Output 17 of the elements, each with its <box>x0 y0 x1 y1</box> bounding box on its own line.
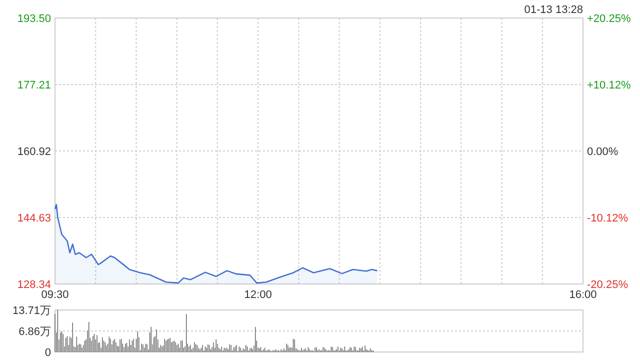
y-tick-label: 193.50 <box>17 13 51 25</box>
y-tick-label: 160.92 <box>17 146 51 158</box>
y2-tick-label: 0.00% <box>587 146 618 158</box>
x-tick-label: 12:00 <box>244 289 272 301</box>
x-tick-label: 16:00 <box>569 289 597 301</box>
y-tick-label: 6.86万 <box>18 326 51 338</box>
y2-tick-label: -10.12% <box>587 212 628 224</box>
y-tick-label: 13.71万 <box>12 305 51 317</box>
y-tick-label: 177.21 <box>17 80 51 92</box>
y2-tick-label: +20.25% <box>587 13 631 25</box>
y-tick-label: 144.63 <box>17 212 51 224</box>
y-tick-label: 0 <box>44 347 51 359</box>
y2-tick-label: +10.12% <box>587 80 631 92</box>
y2-tick-label: -20.25% <box>587 279 628 291</box>
y-tick-label: 128.34 <box>17 279 51 291</box>
x-tick-label: 09:30 <box>41 289 69 301</box>
text: 01-13 13:28 <box>524 4 583 16</box>
